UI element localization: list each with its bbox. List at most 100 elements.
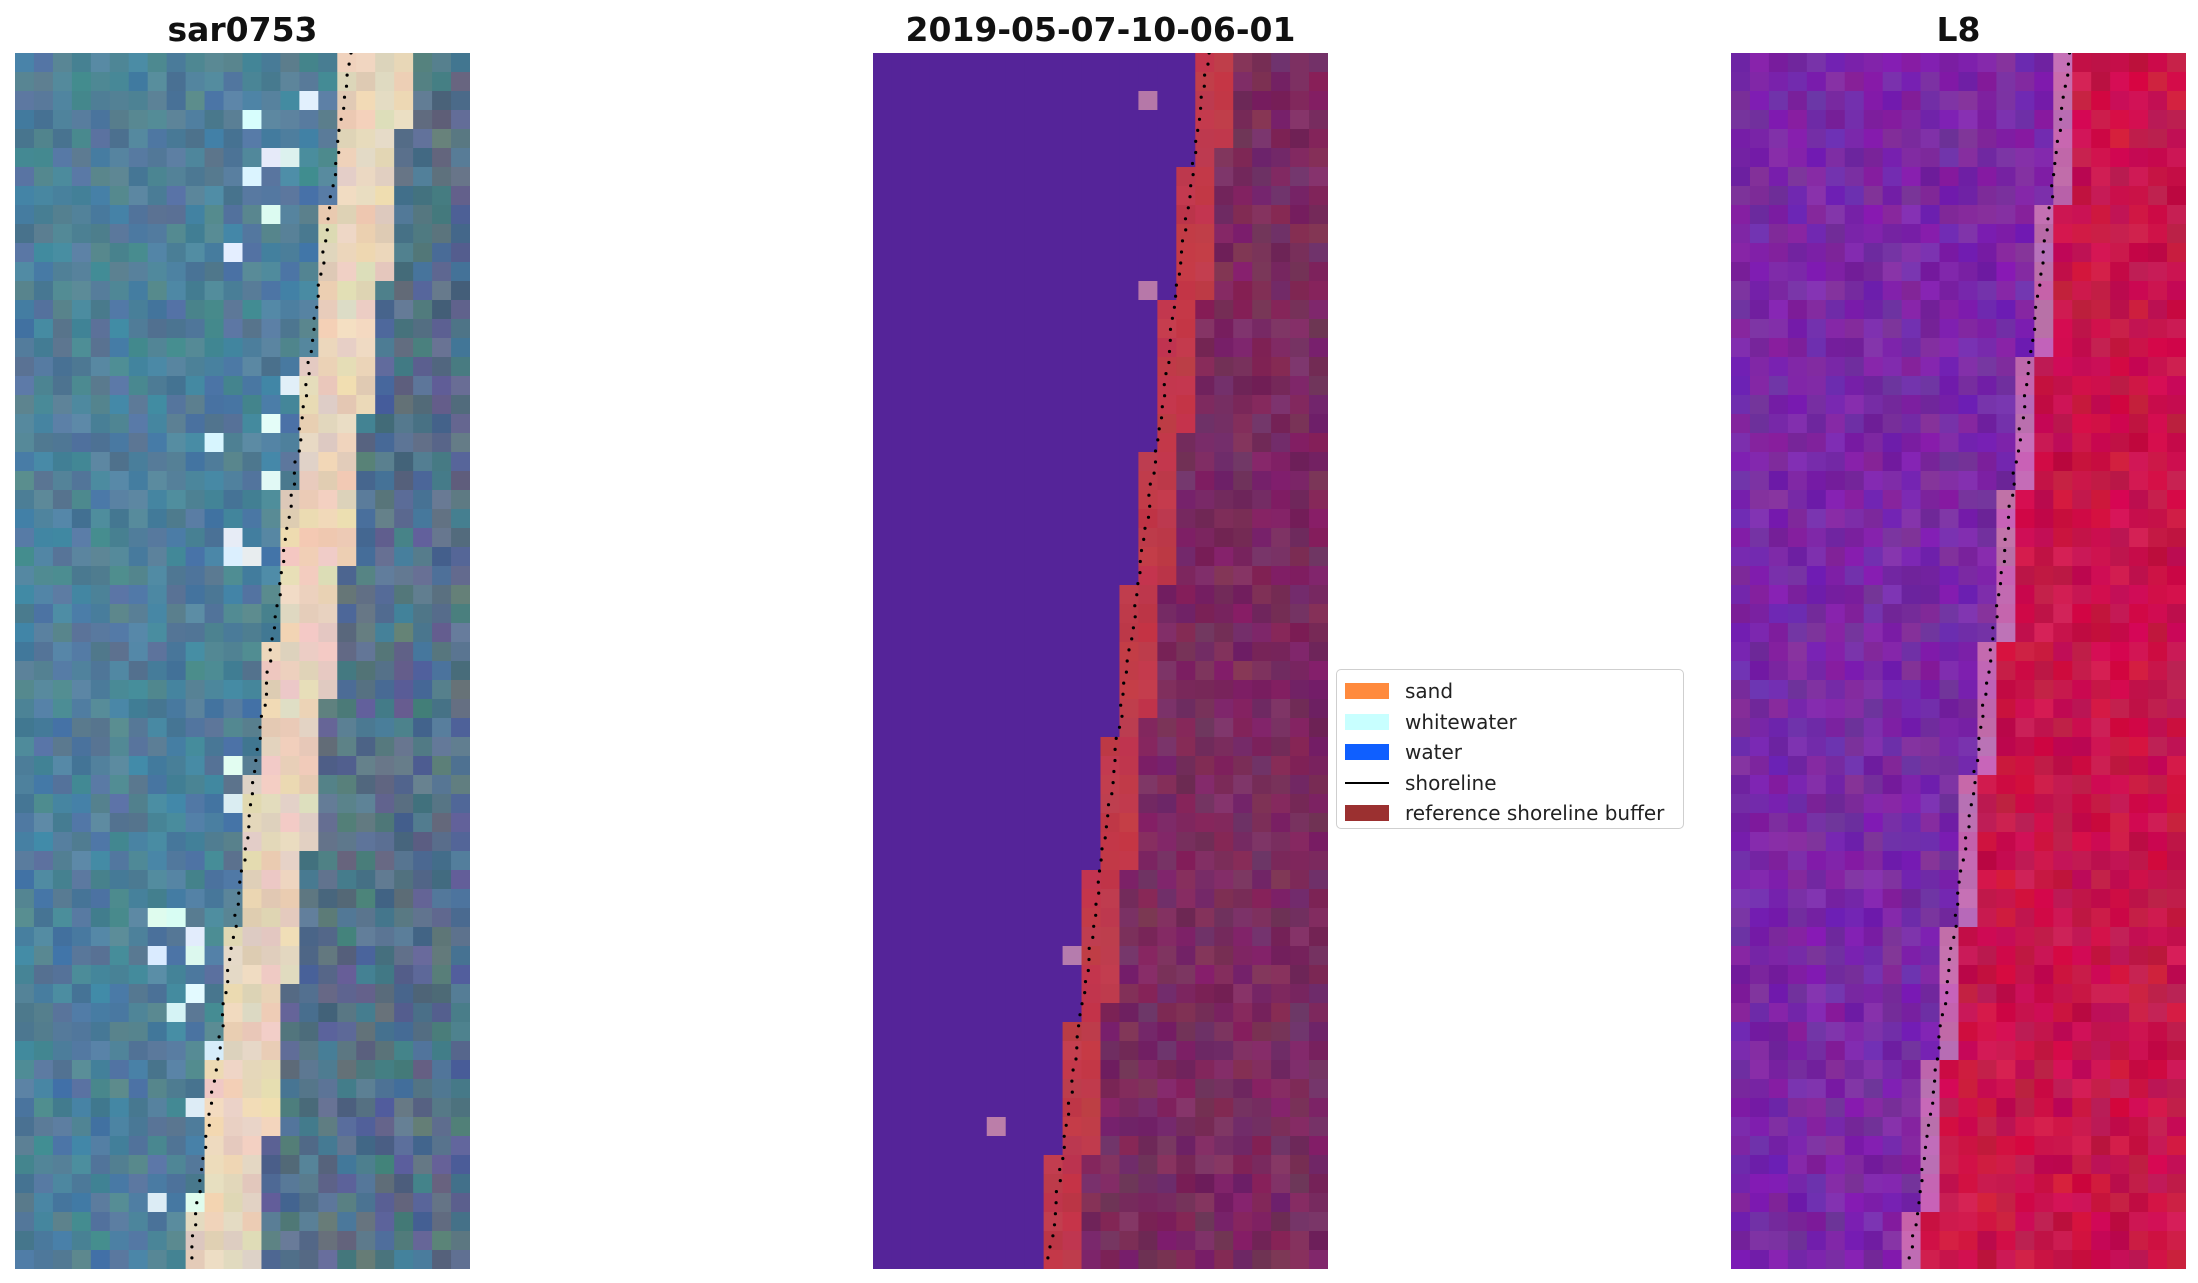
image-pixel — [1768, 53, 1789, 73]
image-pixel — [1977, 186, 1998, 206]
image-pixel — [1290, 262, 1310, 282]
image-pixel — [1043, 186, 1064, 206]
image-pixel — [2091, 509, 2111, 529]
image-pixel — [52, 414, 73, 434]
image-pixel — [873, 129, 893, 149]
image-pixel — [413, 243, 433, 263]
image-pixel — [1731, 1060, 1751, 1080]
image-pixel — [1939, 775, 1960, 795]
image-pixel — [109, 851, 130, 871]
image-pixel — [929, 490, 950, 510]
image-pixel — [204, 1155, 225, 1175]
image-pixel — [1176, 1174, 1196, 1194]
image-pixel — [891, 680, 912, 700]
image-pixel — [356, 756, 376, 776]
image-pixel — [1749, 91, 1770, 111]
image-pixel — [15, 1212, 35, 1232]
image-pixel — [967, 1003, 988, 1023]
image-pixel — [2129, 547, 2149, 567]
image-pixel — [280, 1060, 300, 1080]
image-pixel — [1882, 604, 1903, 624]
image-pixel — [299, 338, 319, 358]
image-pixel — [1844, 946, 1865, 966]
image-pixel — [1806, 300, 1827, 320]
image-pixel — [109, 224, 130, 244]
image-pixel — [185, 1060, 206, 1080]
image-pixel — [356, 243, 376, 263]
image-pixel — [356, 528, 376, 548]
shoreline-point — [1188, 195, 1192, 199]
image-pixel — [873, 965, 893, 985]
image-pixel — [929, 338, 950, 358]
image-pixel — [432, 129, 452, 149]
image-pixel — [910, 813, 931, 833]
image-pixel — [1062, 300, 1083, 320]
image-pixel — [1309, 604, 1328, 624]
image-pixel — [299, 1117, 319, 1137]
image-pixel — [204, 737, 225, 757]
image-pixel — [948, 737, 969, 757]
image-pixel — [1043, 851, 1064, 871]
shoreline-point — [1194, 139, 1198, 143]
shoreline-point — [1977, 736, 1981, 741]
image-pixel — [1749, 376, 1770, 396]
image-pixel — [128, 547, 149, 567]
image-pixel — [929, 1155, 950, 1175]
image-pixel — [1233, 661, 1253, 681]
image-pixel — [1825, 870, 1846, 890]
image-pixel — [109, 927, 130, 947]
image-pixel — [2110, 604, 2130, 624]
image-pixel — [1806, 623, 1827, 643]
image-pixel — [52, 908, 73, 928]
image-pixel — [2129, 566, 2149, 586]
image-pixel — [891, 376, 912, 396]
image-pixel — [261, 870, 282, 890]
image-pixel — [2110, 471, 2130, 491]
image-pixel — [1958, 623, 1979, 643]
image-pixel — [1195, 129, 1215, 149]
image-pixel — [337, 851, 357, 871]
image-pixel — [1195, 490, 1215, 510]
image-pixel — [1195, 927, 1215, 947]
image-pixel — [1081, 395, 1102, 415]
image-pixel — [1081, 300, 1102, 320]
shoreline-point — [1122, 681, 1126, 685]
image-pixel — [147, 509, 168, 529]
image-pixel — [1043, 1022, 1064, 1042]
image-pixel — [967, 699, 988, 719]
image-pixel — [432, 1212, 452, 1232]
shoreline-point — [1202, 84, 1206, 88]
shoreline-point — [1087, 946, 1091, 951]
image-pixel — [2034, 756, 2054, 776]
image-pixel — [15, 319, 35, 339]
image-pixel — [242, 148, 263, 168]
image-pixel — [147, 243, 168, 263]
image-pixel — [15, 1022, 35, 1042]
image-pixel — [1882, 110, 1903, 130]
image-pixel — [1749, 1231, 1770, 1251]
image-pixel — [1958, 243, 1979, 263]
image-pixel — [1005, 1003, 1026, 1023]
image-pixel — [2167, 718, 2186, 738]
image-pixel — [1024, 414, 1045, 434]
image-pixel — [2053, 718, 2073, 738]
shoreline-point — [1157, 427, 1161, 431]
image-pixel — [873, 585, 893, 605]
image-pixel — [2034, 1136, 2054, 1156]
shoreline-point — [1995, 615, 1999, 619]
image-pixel — [1882, 661, 1903, 681]
image-pixel — [1977, 1250, 1998, 1269]
image-pixel — [15, 965, 35, 985]
image-pixel — [90, 72, 111, 92]
image-pixel — [873, 794, 893, 814]
image-pixel — [1958, 661, 1979, 681]
image-pixel — [1081, 813, 1102, 833]
image-pixel — [451, 471, 470, 491]
image-pixel — [15, 1155, 35, 1175]
image-pixel — [33, 509, 54, 529]
image-pixel — [910, 1098, 931, 1118]
image-pixel — [1290, 642, 1310, 662]
image-pixel — [2053, 72, 2073, 92]
image-pixel — [1977, 490, 1998, 510]
image-pixel — [71, 604, 92, 624]
